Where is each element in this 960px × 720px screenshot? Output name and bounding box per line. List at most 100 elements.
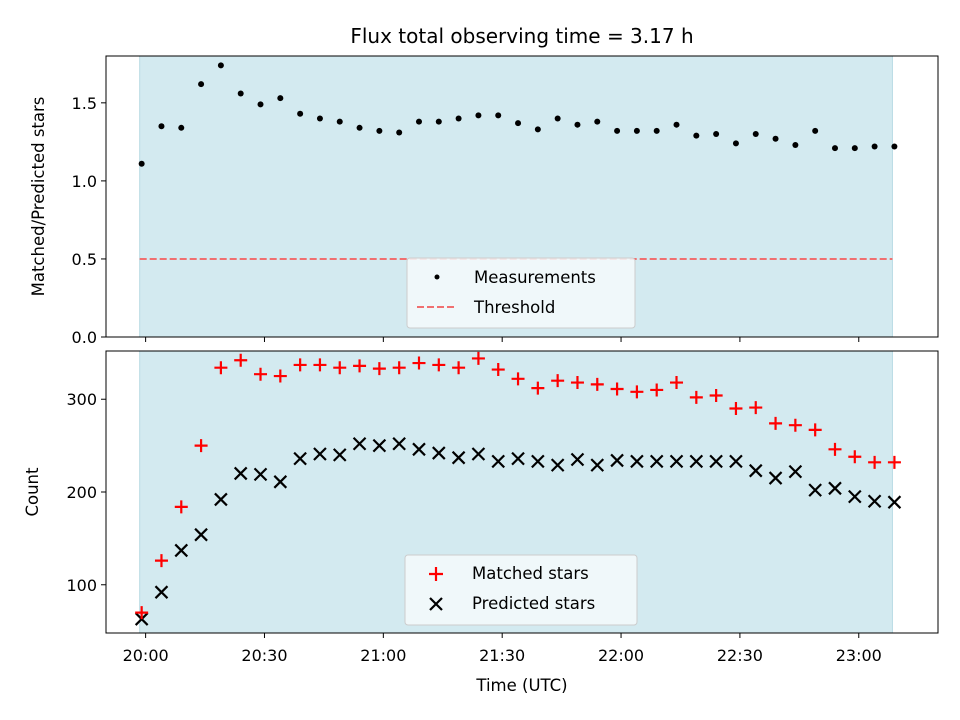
measurement-point [633, 127, 640, 134]
x-tick-label: 21:00 [360, 646, 406, 665]
top-x-ticks [145, 337, 860, 342]
predicted-stars-point [610, 453, 624, 468]
bottom-panel: 100 200 300 20:00 20:30 21:00 21:30 22:00 22:30… [23, 350, 939, 695]
predicted-stars-point [214, 492, 228, 507]
matched-stars-point [135, 606, 149, 620]
top-y-axis-label: Matched/Predicted stars [29, 97, 48, 297]
matched-stars-point [412, 356, 426, 370]
matched-stars-point [868, 455, 882, 469]
legend-matched-label: Matched stars [472, 564, 589, 583]
predicted-stars-point [174, 543, 189, 558]
matched-stars-point [392, 361, 406, 375]
matched-stars-point [471, 351, 485, 365]
matched-stars-point [887, 455, 901, 469]
bottom-legend-box [404, 554, 638, 626]
predicted-stars-point [748, 463, 763, 478]
bottom-y-ticks: 100 200 300 [66, 390, 106, 595]
predicted-stars-point [887, 495, 902, 509]
predicted-stars-point [372, 438, 387, 453]
predicted-stars-point [848, 489, 862, 504]
legend-predicted-label: Predicted stars [472, 594, 595, 613]
predicted-stars-point [332, 448, 347, 462]
matched-stars-point [432, 358, 446, 372]
predicted-stars-point [531, 454, 545, 469]
matched-stars-point [670, 376, 684, 390]
x-tick-label: 21:30 [479, 646, 525, 665]
predicted-stars-point [649, 454, 664, 469]
predicted-stars-point [432, 446, 446, 460]
measurement-point [515, 120, 522, 127]
measurement-point [752, 131, 759, 138]
measurement-point [792, 141, 799, 148]
predicted-stars-point [709, 454, 723, 469]
matched-stars-point [749, 401, 763, 415]
bottom-x-ticks: 20:00 20:30 21:00 21:30 22:00 22:30 23:00 [123, 633, 882, 665]
measurement-point [693, 132, 700, 139]
matched-stars-point [788, 418, 802, 432]
top-y-tick-label: 0.0 [72, 328, 97, 347]
bottom-y-axis-label: Count [23, 467, 42, 517]
x-tick-label: 20:30 [241, 646, 287, 665]
legend-measurements-marker [434, 274, 440, 280]
measurement-point [158, 123, 165, 130]
matched-stars-point [709, 389, 723, 403]
measurement-point [237, 90, 244, 97]
bottom-legend: Matched stars Predicted stars [404, 554, 638, 626]
matched-stars-point [174, 500, 188, 514]
top-panel: 0.0 0.5 1.0 1.5 Matched/Predicted stars Mea… [29, 55, 939, 347]
legend-matched-marker [429, 567, 443, 581]
predicted-stars-point [471, 447, 486, 461]
measurement-point [297, 110, 304, 117]
matched-stars-point [333, 361, 347, 375]
bottom-y-tick-label: 100 [66, 576, 97, 595]
matched-stars-point [769, 416, 783, 430]
top-y-tick-label: 1.0 [72, 172, 97, 191]
matched-stars-point [234, 353, 248, 367]
matched-stars-point [254, 367, 268, 381]
matched-stars-point [293, 358, 307, 372]
measurement-point [217, 62, 224, 69]
matched-stars-point [848, 450, 862, 464]
measurement-point [396, 129, 403, 136]
predicted-stars-point [669, 454, 684, 469]
predicted-stars-point [451, 450, 466, 465]
measurement-point [455, 115, 462, 122]
matched-stars-point [650, 383, 664, 397]
measurement-point [336, 118, 343, 125]
predicted-stars-point [194, 527, 208, 542]
matched-stars-point [630, 385, 644, 399]
measurement-point [495, 112, 502, 119]
matched-stars-point [808, 423, 822, 437]
measurement-point [713, 131, 720, 138]
x-tick-label: 22:30 [717, 646, 763, 665]
predicted-stars-point [590, 458, 605, 472]
predicted-stars-point [768, 471, 783, 485]
chart-title: Flux total observing time = 3.17 h [350, 24, 693, 48]
measurement-point [475, 112, 482, 119]
matched-stars-point [511, 372, 525, 386]
matched-stars-point [729, 402, 743, 416]
measurement-point [316, 115, 323, 122]
matched-stars-point [570, 376, 584, 390]
x-tick-label: 23:00 [836, 646, 882, 665]
predicted-stars-point [828, 481, 842, 496]
predicted-stars-point [867, 494, 882, 509]
legend-threshold-label: Threshold [473, 298, 555, 317]
bottom-y-tick-label: 300 [66, 390, 97, 409]
measurement-point [376, 127, 383, 134]
predicted-stars-point [313, 447, 327, 461]
measurement-point [871, 143, 878, 150]
matched-stars-point [372, 362, 386, 376]
predicted-stars-point [352, 436, 367, 451]
measurement-point [534, 126, 541, 133]
predicted-stars-point [273, 475, 288, 489]
measurement-point [831, 145, 838, 152]
measurement-points [138, 62, 898, 167]
matched-stars-point [194, 439, 208, 453]
matched-stars-point [590, 377, 604, 391]
matched-stars-point [491, 363, 505, 377]
measurement-point [356, 124, 363, 131]
measurement-point [653, 127, 660, 134]
measurement-point [257, 101, 264, 108]
